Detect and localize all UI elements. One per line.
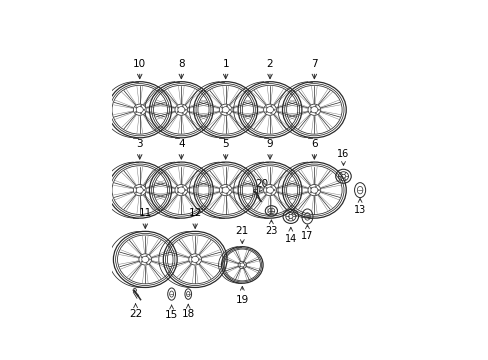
Text: 6: 6 (310, 139, 317, 149)
Text: 5: 5 (222, 139, 228, 149)
Ellipse shape (307, 104, 320, 115)
Text: 7: 7 (310, 59, 317, 69)
Ellipse shape (175, 185, 187, 196)
Text: 19: 19 (235, 295, 248, 305)
Text: 16: 16 (337, 149, 349, 159)
Text: 12: 12 (188, 208, 202, 218)
Text: 13: 13 (353, 205, 366, 215)
Text: 10: 10 (133, 59, 146, 69)
Text: 2: 2 (266, 59, 273, 69)
Text: 4: 4 (178, 139, 184, 149)
Ellipse shape (263, 185, 276, 196)
Text: 17: 17 (301, 231, 313, 242)
Ellipse shape (307, 185, 320, 196)
Text: 15: 15 (164, 310, 178, 320)
Ellipse shape (133, 185, 146, 196)
Text: 22: 22 (129, 309, 142, 319)
Text: 18: 18 (181, 309, 195, 319)
Text: 11: 11 (139, 208, 152, 218)
Ellipse shape (219, 185, 232, 196)
Text: 20: 20 (255, 179, 268, 189)
Text: 3: 3 (136, 139, 143, 149)
Ellipse shape (263, 104, 276, 115)
Text: 1: 1 (222, 59, 228, 69)
Text: 8: 8 (178, 59, 184, 69)
Text: 14: 14 (284, 234, 296, 244)
Text: 23: 23 (264, 226, 277, 237)
Ellipse shape (238, 261, 246, 269)
Ellipse shape (219, 104, 232, 115)
Ellipse shape (175, 104, 187, 115)
Ellipse shape (133, 104, 146, 115)
Ellipse shape (139, 254, 151, 265)
Ellipse shape (188, 254, 201, 265)
Text: 9: 9 (266, 139, 273, 149)
Text: 21: 21 (235, 226, 248, 235)
